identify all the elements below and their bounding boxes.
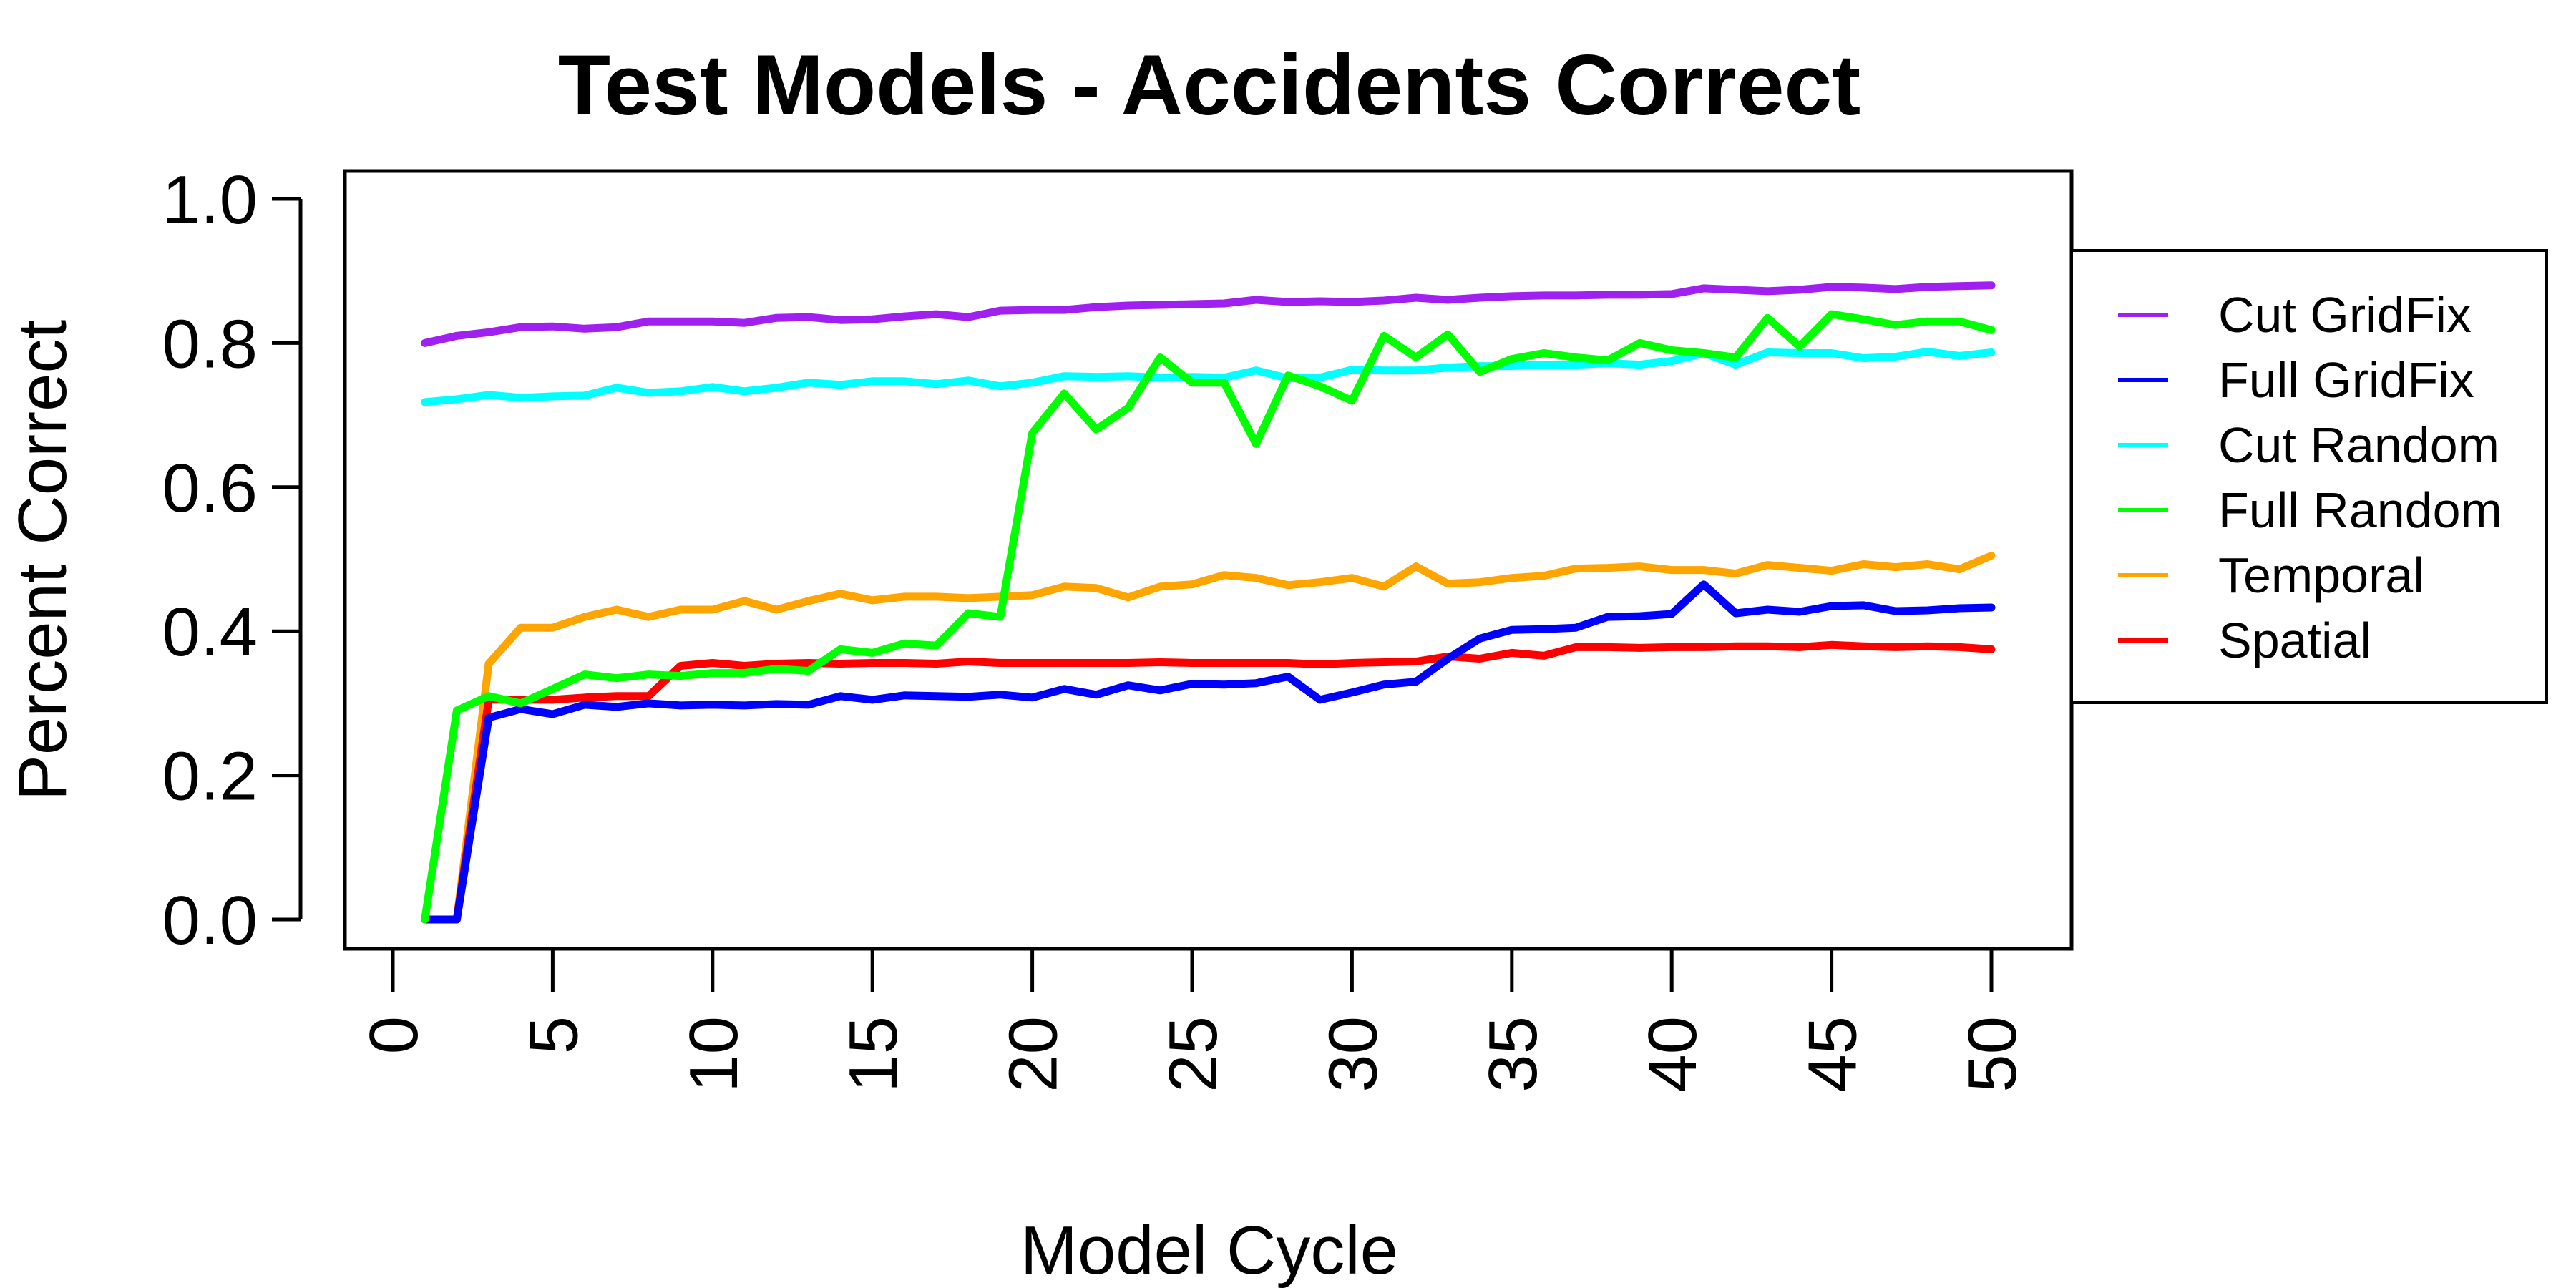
y-tick-label: 1.0 bbox=[162, 162, 258, 238]
series-line-spatial bbox=[421, 640, 1996, 924]
legend-item: Temporal bbox=[2118, 547, 2424, 603]
x-tick-label: 35 bbox=[1475, 1016, 1551, 1093]
series-line-temporal bbox=[421, 552, 1996, 924]
series-line-full-gridfix bbox=[421, 580, 1996, 924]
y-axis-label: Percent Correct bbox=[4, 320, 81, 801]
x-tick-label: 5 bbox=[515, 1016, 592, 1054]
chart-title: Test Models - Accidents Correct bbox=[558, 37, 1860, 133]
legend-items: Cut GridFix Full GridFix Cut Random Full Ra… bbox=[2118, 287, 2502, 668]
legend-item: Cut Random bbox=[2118, 417, 2499, 473]
legend-label: Full GridFix bbox=[2218, 352, 2474, 408]
x-tick-label: 15 bbox=[835, 1016, 912, 1093]
y-axis: 0.0 0.2 0.4 0.6 0.8 1.0 bbox=[162, 162, 303, 959]
x-tick-label: 50 bbox=[1954, 1016, 2031, 1093]
legend: Cut GridFix Full GridFix Cut Random Full Ra… bbox=[2070, 249, 2548, 704]
x-tick-label: 30 bbox=[1314, 1016, 1391, 1093]
legend-item: Cut GridFix bbox=[2118, 287, 2472, 343]
x-tick-label: 20 bbox=[995, 1016, 1072, 1093]
y-tick-label: 0.6 bbox=[162, 450, 258, 527]
legend-label: Spatial bbox=[2218, 613, 2371, 668]
legend-label: Cut Random bbox=[2218, 417, 2499, 473]
x-axis: 0 5 10 15 20 25 30 35 40 45 50 bbox=[356, 947, 2031, 1093]
x-tick-label: 0 bbox=[356, 1016, 432, 1054]
series-line-full-random bbox=[421, 310, 1996, 924]
legend-label: Cut GridFix bbox=[2218, 287, 2472, 343]
legend-label: Full Random bbox=[2218, 482, 2502, 538]
x-tick-label: 40 bbox=[1634, 1016, 1711, 1093]
x-tick-label: 10 bbox=[675, 1016, 752, 1093]
series-lines bbox=[421, 281, 1996, 924]
x-tick-label: 45 bbox=[1795, 1016, 1871, 1093]
legend-item: Full Random bbox=[2118, 482, 2502, 538]
y-tick-label: 0.0 bbox=[162, 882, 258, 959]
legend-item: Spatial bbox=[2118, 613, 2371, 668]
series-line-cut-random bbox=[421, 348, 1996, 406]
x-tick-label: 25 bbox=[1155, 1016, 1231, 1093]
y-tick-label: 0.8 bbox=[162, 306, 258, 382]
y-tick-label: 0.4 bbox=[162, 594, 258, 670]
x-axis-label: Model Cycle bbox=[1020, 1212, 1398, 1288]
series-line-cut-gridfix bbox=[421, 281, 1996, 347]
y-tick-label: 0.2 bbox=[162, 738, 258, 815]
legend-box bbox=[2070, 249, 2548, 704]
legend-item: Full GridFix bbox=[2118, 352, 2474, 408]
legend-label: Temporal bbox=[2218, 547, 2424, 603]
